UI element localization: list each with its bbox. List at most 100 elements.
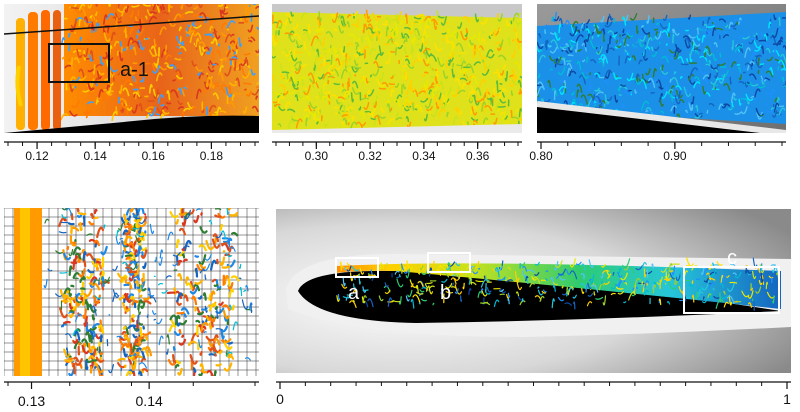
vortex-stroke xyxy=(295,60,302,72)
vortex-stroke xyxy=(205,239,215,251)
vortex-stroke xyxy=(694,50,700,55)
vortex-stroke xyxy=(708,264,712,270)
vortex-stroke xyxy=(78,342,81,346)
vortex-stroke xyxy=(755,59,763,69)
vortex-stroke xyxy=(732,272,737,276)
vortex-stroke xyxy=(121,105,129,108)
vortex-stroke xyxy=(644,280,649,289)
vortex-stroke xyxy=(459,111,462,115)
vortex-stroke xyxy=(454,288,459,295)
vortex-stroke xyxy=(201,88,207,94)
vortex-stroke xyxy=(424,283,430,289)
vortex-stroke xyxy=(623,35,630,46)
vortex-stroke xyxy=(95,356,105,363)
vortex-stroke xyxy=(63,287,71,296)
vortex-stroke xyxy=(346,262,350,266)
vortex-stroke xyxy=(626,32,634,38)
vortex-stroke xyxy=(205,335,215,342)
vortex-stroke xyxy=(413,29,422,40)
vortex-stroke xyxy=(692,294,695,303)
vortex-stroke xyxy=(345,53,348,58)
vortex-stroke xyxy=(559,276,566,281)
vortex-stroke xyxy=(402,83,407,90)
vortex-stroke xyxy=(768,21,772,29)
vortex-stroke xyxy=(439,264,443,268)
vortex-stroke xyxy=(139,23,142,32)
vortex-stroke xyxy=(131,4,140,8)
vortex-stroke xyxy=(774,49,777,53)
vortex-stroke xyxy=(702,20,704,26)
vortex-stroke xyxy=(59,271,68,274)
vortex-stroke xyxy=(229,101,235,109)
vortex-stroke xyxy=(337,96,345,100)
vortex-stroke xyxy=(390,30,399,38)
vortex-stroke xyxy=(169,64,177,71)
vortex-stroke xyxy=(561,23,567,26)
vortex-stroke xyxy=(441,287,443,297)
vortex-stroke xyxy=(172,346,176,352)
vortex-stroke xyxy=(641,262,647,270)
vortex-stroke xyxy=(198,244,207,252)
vortex-stroke xyxy=(86,101,94,105)
vortex-stroke xyxy=(68,32,71,38)
vortex-stroke xyxy=(414,108,418,111)
vortex-stroke xyxy=(277,123,282,128)
vortex-stroke xyxy=(206,369,214,376)
vortex-stroke xyxy=(68,43,71,52)
vortex-stroke xyxy=(582,59,586,63)
vortex-stroke xyxy=(73,338,79,345)
vortex-stroke xyxy=(467,91,474,101)
vortex-stroke xyxy=(72,328,79,336)
vortex-stroke xyxy=(204,253,212,261)
vortex-stroke xyxy=(439,80,444,91)
vortex-stroke xyxy=(510,90,514,96)
vortex-stroke xyxy=(443,86,453,96)
vortex-stroke xyxy=(667,22,671,32)
vortex-stroke xyxy=(319,54,324,58)
tick-label: 0.14 xyxy=(83,149,107,163)
vortex-stroke xyxy=(134,327,138,332)
vortex-stroke xyxy=(497,105,506,108)
vortex-stroke xyxy=(652,284,657,294)
vortex-stroke xyxy=(183,294,189,302)
vortex-stroke xyxy=(330,71,335,74)
vortex-stroke xyxy=(134,249,138,257)
vortex-stroke xyxy=(566,287,574,297)
vortex-stroke xyxy=(167,231,174,241)
vortex-stroke xyxy=(537,90,540,98)
vortex-stroke xyxy=(669,270,674,273)
vortex-stroke xyxy=(247,24,254,33)
vortex-stroke xyxy=(470,85,476,94)
vortex-stroke xyxy=(646,15,650,24)
vortex-stroke xyxy=(194,255,200,258)
vortex-stroke xyxy=(209,83,213,89)
vortex-stroke xyxy=(548,55,556,62)
vortex-stroke xyxy=(424,15,432,22)
vortex-stroke xyxy=(213,283,219,288)
vortex-stroke xyxy=(708,102,715,107)
vortex-stroke xyxy=(74,57,80,64)
vortex-stroke xyxy=(377,114,386,119)
vortex-stroke xyxy=(55,250,63,254)
vortex-stroke xyxy=(196,324,199,336)
vortex-stroke xyxy=(713,295,720,299)
vortex-stroke xyxy=(103,14,108,25)
vortex-stroke xyxy=(74,330,81,341)
vortex-stroke xyxy=(159,5,163,11)
vortex-stroke xyxy=(459,77,468,82)
vortex-stroke xyxy=(615,279,621,287)
vortex-stroke xyxy=(185,4,193,8)
vortex-stroke xyxy=(92,64,96,75)
vortex-stroke xyxy=(220,241,228,246)
vortex-stroke xyxy=(608,13,614,21)
vortex-stroke xyxy=(662,14,668,21)
vortex-stroke xyxy=(545,278,548,282)
vortex-stroke xyxy=(361,45,370,54)
vortex-stroke xyxy=(478,79,487,90)
vortex-stroke xyxy=(327,79,330,85)
vortex-stroke xyxy=(480,288,484,293)
vortex-stroke xyxy=(354,48,361,58)
vortex-stroke xyxy=(340,15,346,25)
vortex-stroke xyxy=(202,292,207,301)
vortex-stroke xyxy=(133,345,139,350)
